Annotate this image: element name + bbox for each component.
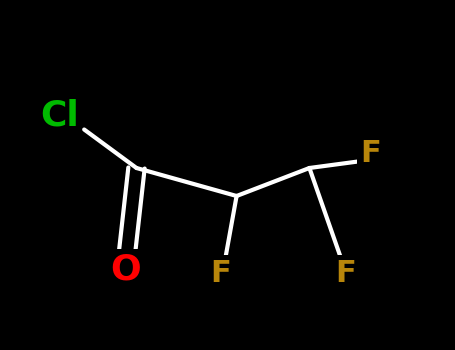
Text: Cl: Cl xyxy=(40,98,79,133)
Text: F: F xyxy=(360,140,381,168)
Text: O: O xyxy=(110,252,141,287)
Text: F: F xyxy=(335,259,356,287)
Text: F: F xyxy=(210,259,231,287)
